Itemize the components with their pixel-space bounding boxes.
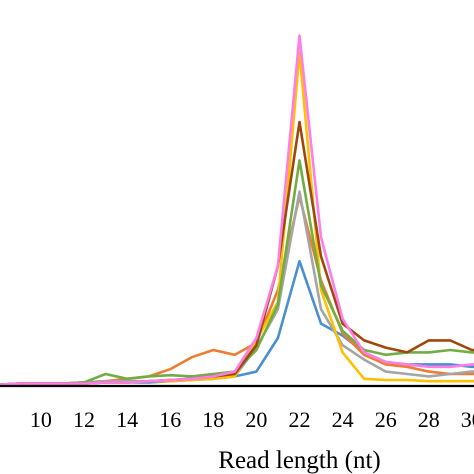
series-3 (0, 190, 474, 386)
series-6 (0, 120, 474, 386)
x-tick-labels: 10 12 14 16 18 20 22 24 26 28 30 (30, 407, 474, 432)
series-line (0, 190, 474, 386)
series-line (0, 34, 474, 386)
series-4 (0, 51, 474, 386)
series-2 (0, 195, 474, 386)
x-tick-label: 12 (73, 407, 95, 432)
series-line (0, 51, 474, 386)
x-tick-label: 10 (30, 407, 52, 432)
series-7 (0, 34, 474, 386)
x-tick-label: 28 (418, 407, 440, 432)
x-tick-label: 26 (375, 407, 397, 432)
x-tick-label: 30 (461, 407, 474, 432)
x-tick-label: 18 (202, 407, 224, 432)
x-tick-label: 24 (332, 407, 354, 432)
x-tick-label: 20 (245, 407, 267, 432)
x-tick-label: 22 (289, 407, 311, 432)
x-axis-title: Read length (nt) (218, 447, 380, 474)
series-line (0, 195, 474, 386)
x-tick-label: 16 (159, 407, 181, 432)
series-layer (0, 34, 474, 386)
series-line (0, 120, 474, 386)
x-tick-label: 14 (116, 407, 138, 432)
